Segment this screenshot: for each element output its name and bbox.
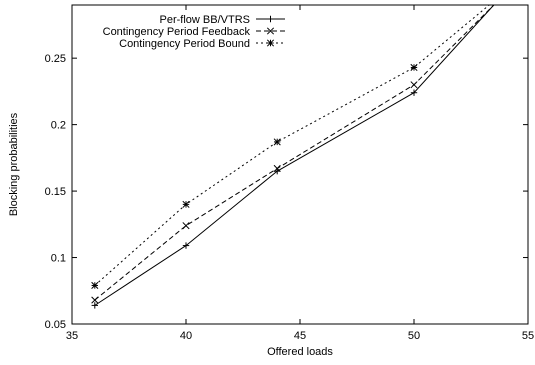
legend-marker [266, 27, 275, 35]
data-point [410, 63, 418, 72]
x-tick-label: 45 [294, 330, 306, 342]
legend-label: Per-flow BB/VTRS [160, 14, 250, 26]
data-point [91, 302, 98, 309]
data-point [273, 138, 281, 146]
x-tick-label: 55 [522, 330, 534, 342]
data-point [91, 296, 99, 304]
y-tick-label: 0.05 [45, 319, 66, 331]
series-line-3 [94, 5, 490, 286]
legend-label: Contingency Period Feedback [103, 26, 251, 38]
data-point [182, 200, 190, 208]
plot-frame [71, 4, 529, 325]
legend-marker [266, 39, 275, 47]
ticks-layer: 35 40 45 50 55 0.05 0.1 0.15 0.2 0.25 [45, 5, 534, 342]
y-tick-label: 0.2 [51, 120, 66, 132]
data-point [91, 281, 99, 290]
data-point [410, 89, 418, 96]
legend-label: Contingency Period Bound [119, 38, 250, 50]
series-line-1 [94, 5, 495, 306]
y-tick-label: 0.25 [45, 53, 66, 65]
x-axis-title: Offered loads [267, 346, 333, 358]
data-point [182, 222, 190, 230]
y-tick-label: 0.1 [51, 253, 66, 265]
legend-marker [267, 15, 274, 23]
x-tick-label: 40 [180, 330, 192, 342]
x-tick-label: 35 [66, 330, 78, 342]
data-point [182, 242, 190, 249]
y-axis-title: Blocking probabilities [8, 112, 20, 216]
series-layer [91, 5, 495, 309]
data-point [410, 81, 418, 89]
data-point [273, 164, 281, 173]
x-tick-label: 50 [408, 330, 420, 342]
y-tick-label: 0.15 [45, 186, 66, 198]
